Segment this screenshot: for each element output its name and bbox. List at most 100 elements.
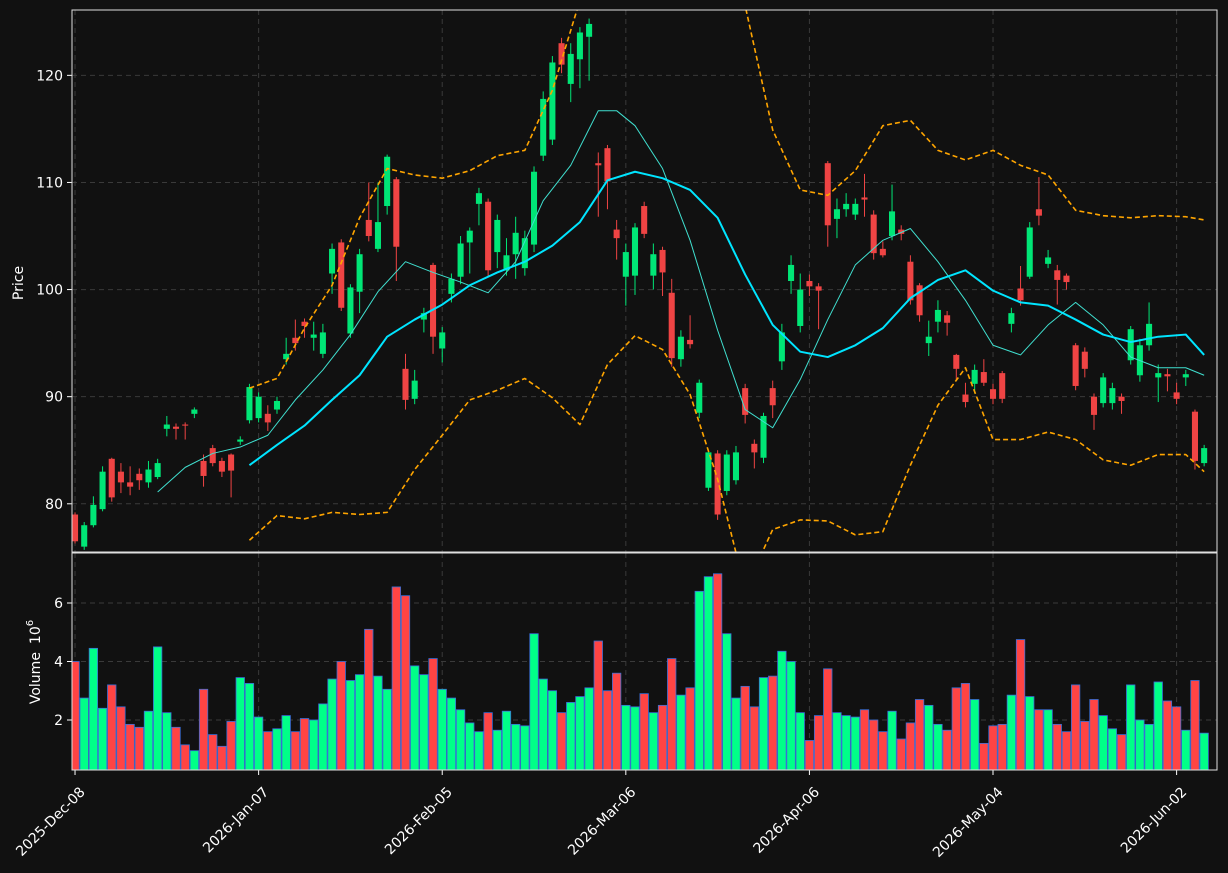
candle-body <box>475 193 482 204</box>
candle-body <box>301 321 308 326</box>
volume-bar <box>951 687 961 770</box>
candle-body <box>705 452 712 488</box>
volume-bar <box>501 710 512 770</box>
volume-bar <box>272 728 282 770</box>
volume-bar <box>685 687 695 770</box>
volume-bar <box>942 729 952 770</box>
volume-bar <box>254 716 264 770</box>
price-axis-label: Price <box>11 266 27 300</box>
candle-body <box>971 369 978 384</box>
volume-bar <box>336 661 346 770</box>
volume-bar <box>244 683 255 770</box>
volume-bar <box>896 738 906 770</box>
volume-bar <box>143 710 154 770</box>
candle-body <box>1081 351 1088 369</box>
candle-body <box>374 222 381 249</box>
candle-body <box>769 388 776 406</box>
candle-body <box>163 424 170 429</box>
candle-body <box>732 452 740 481</box>
y-tick-label: 80 <box>45 497 63 513</box>
volume-bar <box>657 704 668 770</box>
volume-bar <box>924 704 934 770</box>
candle-body <box>466 230 473 243</box>
candle-body <box>457 243 464 277</box>
candle-body <box>117 471 124 483</box>
volume-bar <box>639 693 649 770</box>
candle-body <box>136 473 143 481</box>
candle-body <box>925 336 932 344</box>
volume-bar <box>318 703 328 770</box>
volume-bar <box>281 715 291 770</box>
volume-bar <box>437 688 447 770</box>
volume-bar <box>602 690 613 770</box>
volume-bar <box>758 677 769 770</box>
volume-bar <box>1135 719 1145 770</box>
candle-body <box>182 424 189 426</box>
candle-body <box>99 471 106 510</box>
volume-bar <box>208 734 218 770</box>
candle-body <box>567 53 574 84</box>
candle-body <box>540 98 547 156</box>
volume-bar <box>327 678 337 770</box>
candle-body <box>1182 374 1189 378</box>
candle-body <box>283 353 290 360</box>
candle-body <box>1191 411 1198 461</box>
volume-bar <box>1126 684 1136 770</box>
volume-y-tick-label: 6 <box>54 596 63 612</box>
candle-body <box>503 255 510 271</box>
volume-bar <box>125 723 135 770</box>
candle-body <box>90 504 97 526</box>
volume-bar <box>134 726 144 770</box>
volume-bar <box>869 719 879 770</box>
volume-bar <box>189 750 199 770</box>
volume-bar <box>72 661 80 770</box>
volume-bar <box>1006 694 1016 770</box>
candle-body <box>439 332 446 349</box>
volume-bar <box>813 715 824 770</box>
volume-bar <box>1061 731 1072 770</box>
volume-bar <box>584 687 594 770</box>
candle-body <box>1109 388 1116 404</box>
volume-bar <box>226 721 236 770</box>
volume-bar <box>1153 681 1163 770</box>
candle-body <box>200 460 207 476</box>
candle-body <box>237 439 244 442</box>
volume-pane <box>72 573 1209 770</box>
candle-body <box>824 163 831 226</box>
price-frame <box>71 9 1218 553</box>
candle-body <box>1035 209 1042 216</box>
candle-body <box>980 372 987 383</box>
candle-body <box>191 409 198 414</box>
volume-bar <box>1171 706 1182 770</box>
volume-bar <box>373 675 383 770</box>
volume-bar <box>263 731 273 770</box>
volume-bar <box>492 729 502 770</box>
volume-bar <box>621 704 631 770</box>
candle-body <box>1072 345 1079 386</box>
volume-bar <box>290 731 300 770</box>
candle-body <box>530 171 538 245</box>
volume-bar <box>483 712 493 770</box>
volume-bar <box>180 744 190 770</box>
candle-body <box>1146 323 1153 346</box>
candle-body <box>347 287 354 334</box>
candle-body <box>1026 227 1033 277</box>
volume-bar <box>419 674 429 770</box>
volume-bar <box>1034 709 1044 770</box>
candle-body <box>852 203 859 215</box>
candle-body <box>723 454 730 491</box>
candle-body <box>622 252 629 277</box>
volume-bar <box>988 725 998 770</box>
volume-bar <box>731 697 741 770</box>
volume-bar <box>217 745 227 770</box>
volume-bar <box>850 716 860 770</box>
price-pane <box>72 10 1208 552</box>
volume-bar <box>538 678 548 770</box>
volume-axis-label-base: 10 <box>28 626 44 644</box>
volume-bar <box>823 668 833 770</box>
volume-bar <box>1089 699 1099 770</box>
candle-body <box>72 514 79 542</box>
candle-body <box>209 448 216 464</box>
volume-bar <box>88 647 99 770</box>
